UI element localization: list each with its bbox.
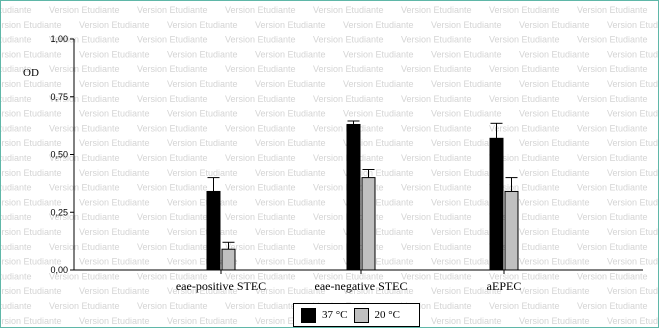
y-axis-label: OD xyxy=(23,67,39,79)
y-tick-label: 1,00 xyxy=(50,34,68,44)
bar xyxy=(489,137,504,271)
bar xyxy=(346,123,361,271)
bar xyxy=(361,177,376,271)
y-tick-label: 0,50 xyxy=(50,150,68,160)
chart-bars xyxy=(206,120,519,271)
legend-swatch-20c xyxy=(353,307,369,323)
y-tick-label: 0,25 xyxy=(50,207,68,217)
legend-swatch-37c xyxy=(301,307,316,323)
x-tick-label: aEPEC xyxy=(487,279,522,293)
x-tick-label: eae-negative STEC xyxy=(315,279,408,293)
legend: 37 °C 20 °C xyxy=(293,303,420,327)
legend-label-20c: 20 °C xyxy=(374,309,401,321)
legend-label-37c: 37 °C xyxy=(322,309,348,321)
y-tick-label: 0,00 xyxy=(50,265,68,275)
legend-item-20c: 20 °C xyxy=(353,307,401,323)
bar xyxy=(504,190,519,271)
legend-item-37c: 37 °C xyxy=(301,307,348,323)
x-tick-label: eae-positive STEC xyxy=(176,279,266,293)
bar xyxy=(206,190,221,271)
y-tick-label: 0,75 xyxy=(50,92,68,102)
bar xyxy=(221,248,236,271)
